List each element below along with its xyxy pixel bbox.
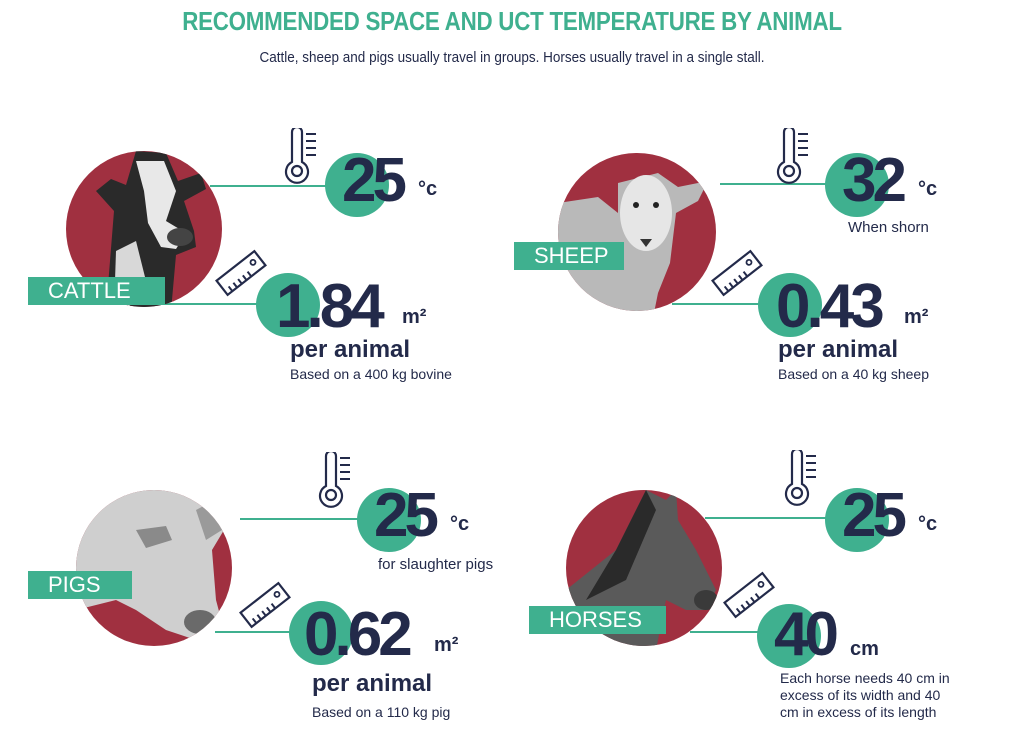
sheep-temp-unit: °c bbox=[918, 178, 938, 200]
pigs-temp-value: 25 bbox=[374, 481, 439, 550]
cattle-temp-connector bbox=[210, 185, 340, 187]
sheep-temp-dot bbox=[825, 153, 889, 217]
horses-space-note: Each horse needs 40 cm in excess of its … bbox=[780, 670, 1010, 721]
sheep-photo-circle bbox=[558, 153, 716, 311]
horses-temp-unit: °c bbox=[918, 513, 938, 535]
cattle-space-unit: m² bbox=[402, 306, 427, 328]
pigs-space-note: Based on a 110 kg pig bbox=[312, 704, 451, 720]
thermometer-icon bbox=[318, 452, 352, 508]
horses-space-dot bbox=[757, 604, 821, 668]
sheep-temp-note: When shorn bbox=[848, 219, 929, 236]
sheep-space-note: Based on a 40 kg sheep bbox=[778, 366, 930, 382]
sheep-temp-connector bbox=[720, 183, 830, 185]
page-title: RECOMMENDED SPACE AND UCT TEMPERATURE BY… bbox=[182, 6, 842, 36]
cattle-space-dot bbox=[256, 273, 320, 337]
horses-label: HORSES bbox=[529, 606, 666, 634]
cattle-temp-unit: °c bbox=[418, 178, 438, 200]
horses-temp-dot bbox=[825, 488, 889, 552]
pigs-space-unit: m² bbox=[434, 634, 459, 656]
sheep-temp-value: 32 bbox=[842, 146, 907, 215]
horses-space-note-line: Each horse needs 40 cm in bbox=[780, 670, 950, 686]
pigs-space-caption: per animal bbox=[312, 670, 433, 697]
pigs-temp-unit: °c bbox=[450, 513, 470, 535]
cattle-space-caption: per animal bbox=[290, 336, 411, 363]
horses-space-connector bbox=[690, 631, 770, 633]
pigs-space-connector bbox=[215, 631, 305, 633]
horses-space-note-line: excess of its width and 40 bbox=[780, 687, 941, 703]
cattle-temp-dot bbox=[325, 153, 389, 217]
page-subtitle: Cattle, sheep and pigs usually travel in… bbox=[259, 49, 765, 66]
cattle-space-connector bbox=[160, 303, 270, 305]
horses-temp-connector bbox=[705, 517, 835, 519]
cattle-image bbox=[96, 151, 206, 307]
sheep-space-connector bbox=[672, 303, 772, 305]
pigs-photo-circle bbox=[76, 490, 232, 646]
cattle-space-note: Based on a 400 kg bovine bbox=[290, 366, 452, 382]
pigs-space-value: 0.62 bbox=[304, 600, 413, 669]
horses-space-unit: cm bbox=[850, 638, 879, 660]
thermometer-icon bbox=[776, 128, 810, 184]
pigs-temp-dot bbox=[357, 488, 421, 552]
sheep-space-dot bbox=[758, 273, 822, 337]
sheep-label: SHEEP bbox=[514, 242, 624, 270]
pig-image bbox=[76, 490, 232, 640]
horses-space-note-line: cm in excess of its length bbox=[780, 704, 937, 720]
sheep-space-unit: m² bbox=[904, 306, 929, 328]
sheep-space-value: 0.43 bbox=[776, 272, 885, 341]
horses-space-value: 40 bbox=[774, 600, 839, 669]
cattle-temp-value: 25 bbox=[342, 146, 407, 215]
sheep-space-caption: per animal bbox=[778, 336, 899, 363]
horses-temp-value: 25 bbox=[842, 481, 907, 550]
pigs-temp-note: for slaughter pigs bbox=[378, 556, 494, 573]
thermometer-icon bbox=[784, 450, 818, 506]
ruler-icon bbox=[710, 246, 764, 300]
pigs-space-dot bbox=[289, 601, 353, 665]
pigs-label: PIGS bbox=[28, 571, 132, 599]
sheep-image bbox=[558, 173, 708, 311]
cattle-label: CATTLE bbox=[28, 277, 165, 305]
cattle-space-value: 1.84 bbox=[276, 272, 385, 341]
ruler-icon bbox=[238, 578, 292, 632]
thermometer-icon bbox=[284, 128, 318, 184]
pigs-temp-connector bbox=[240, 518, 370, 520]
